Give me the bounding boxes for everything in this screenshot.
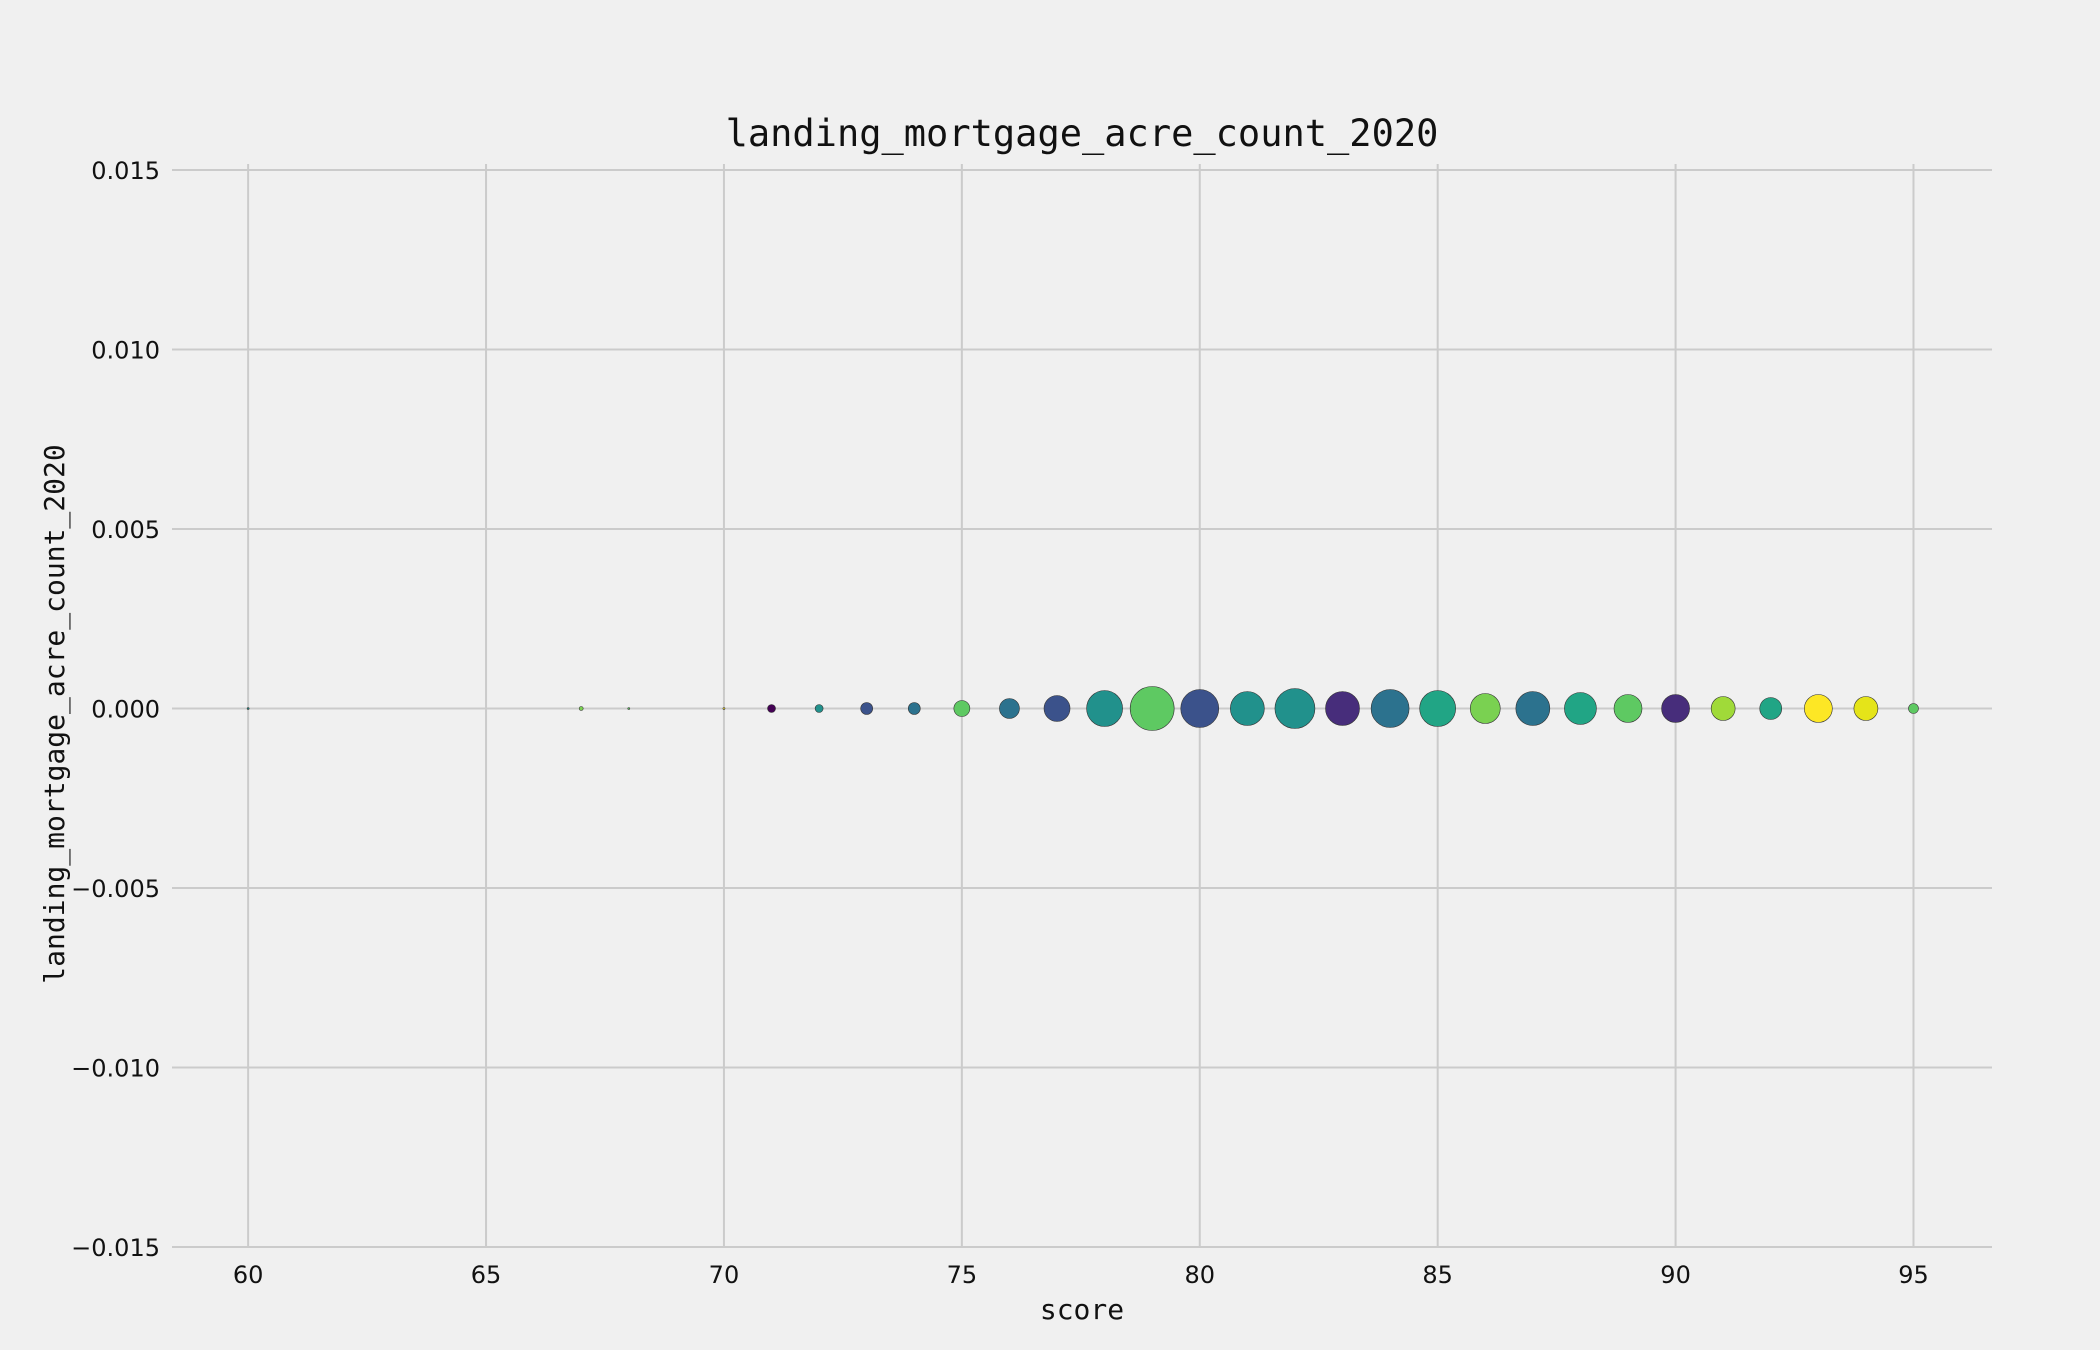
scatter-point — [1274, 688, 1316, 729]
scatter-point — [1419, 690, 1456, 727]
scatter-point — [1086, 690, 1123, 727]
x-tick-label: 60 — [233, 1261, 264, 1289]
x-tick-labels: 60 65 70 75 80 85 90 95 — [233, 1261, 1929, 1289]
scatter-point — [907, 702, 921, 715]
data-points — [246, 686, 1919, 731]
scatter-point — [767, 704, 776, 713]
y-tick-label: 0.015 — [91, 157, 160, 185]
x-tick-label: 95 — [1898, 1261, 1929, 1289]
x-tick-label: 90 — [1660, 1261, 1691, 1289]
scatter-point — [814, 704, 824, 713]
scatter-point — [999, 698, 1020, 719]
scatter-point — [627, 707, 631, 710]
scatter-point — [1370, 689, 1410, 728]
x-tick-label: 65 — [471, 1261, 502, 1289]
x-axis-label: score — [1040, 1293, 1124, 1326]
x-tick-label: 80 — [1184, 1261, 1215, 1289]
scatter-point — [578, 706, 584, 711]
scatter-point — [1129, 686, 1175, 731]
scatter-point — [860, 702, 873, 715]
scatter-point — [1613, 694, 1643, 723]
chart-title: landing_mortgage_acre_count_2020 — [726, 112, 1439, 156]
scatter-point — [1853, 696, 1879, 721]
y-tick-labels: 0.015 0.010 0.005 0.000 −0.005 −0.010 −0.015 — [71, 157, 160, 1262]
scatter-point — [953, 700, 971, 717]
scatter-point — [1759, 697, 1783, 720]
y-tick-label: −0.010 — [71, 1055, 160, 1083]
y-tick-label: −0.005 — [71, 875, 160, 903]
scatter-point — [246, 707, 250, 710]
y-tick-label: 0.005 — [91, 516, 160, 544]
scatter-point — [1908, 703, 1919, 714]
scatter-point — [1661, 694, 1690, 723]
scatter-point — [1230, 691, 1265, 726]
scatter-point — [1325, 691, 1360, 726]
scatter-point — [1043, 695, 1071, 722]
x-tick-label: 70 — [709, 1261, 740, 1289]
scatter-point — [1710, 696, 1736, 721]
scatter-point — [1804, 694, 1833, 723]
x-tick-label: 85 — [1422, 1261, 1453, 1289]
scatter-point — [1564, 692, 1597, 725]
y-tick-label: 0.010 — [91, 337, 160, 365]
y-tick-label: −0.015 — [71, 1234, 160, 1262]
scatter-point — [1180, 689, 1220, 728]
y-tick-label: 0.000 — [91, 696, 160, 724]
scatter-point — [1515, 691, 1551, 726]
scatter-point — [1469, 693, 1501, 724]
scatter-point — [722, 707, 726, 710]
y-axis-label: landing_mortgage_acre_count_2020 — [38, 444, 72, 983]
x-tick-label: 75 — [947, 1261, 978, 1289]
